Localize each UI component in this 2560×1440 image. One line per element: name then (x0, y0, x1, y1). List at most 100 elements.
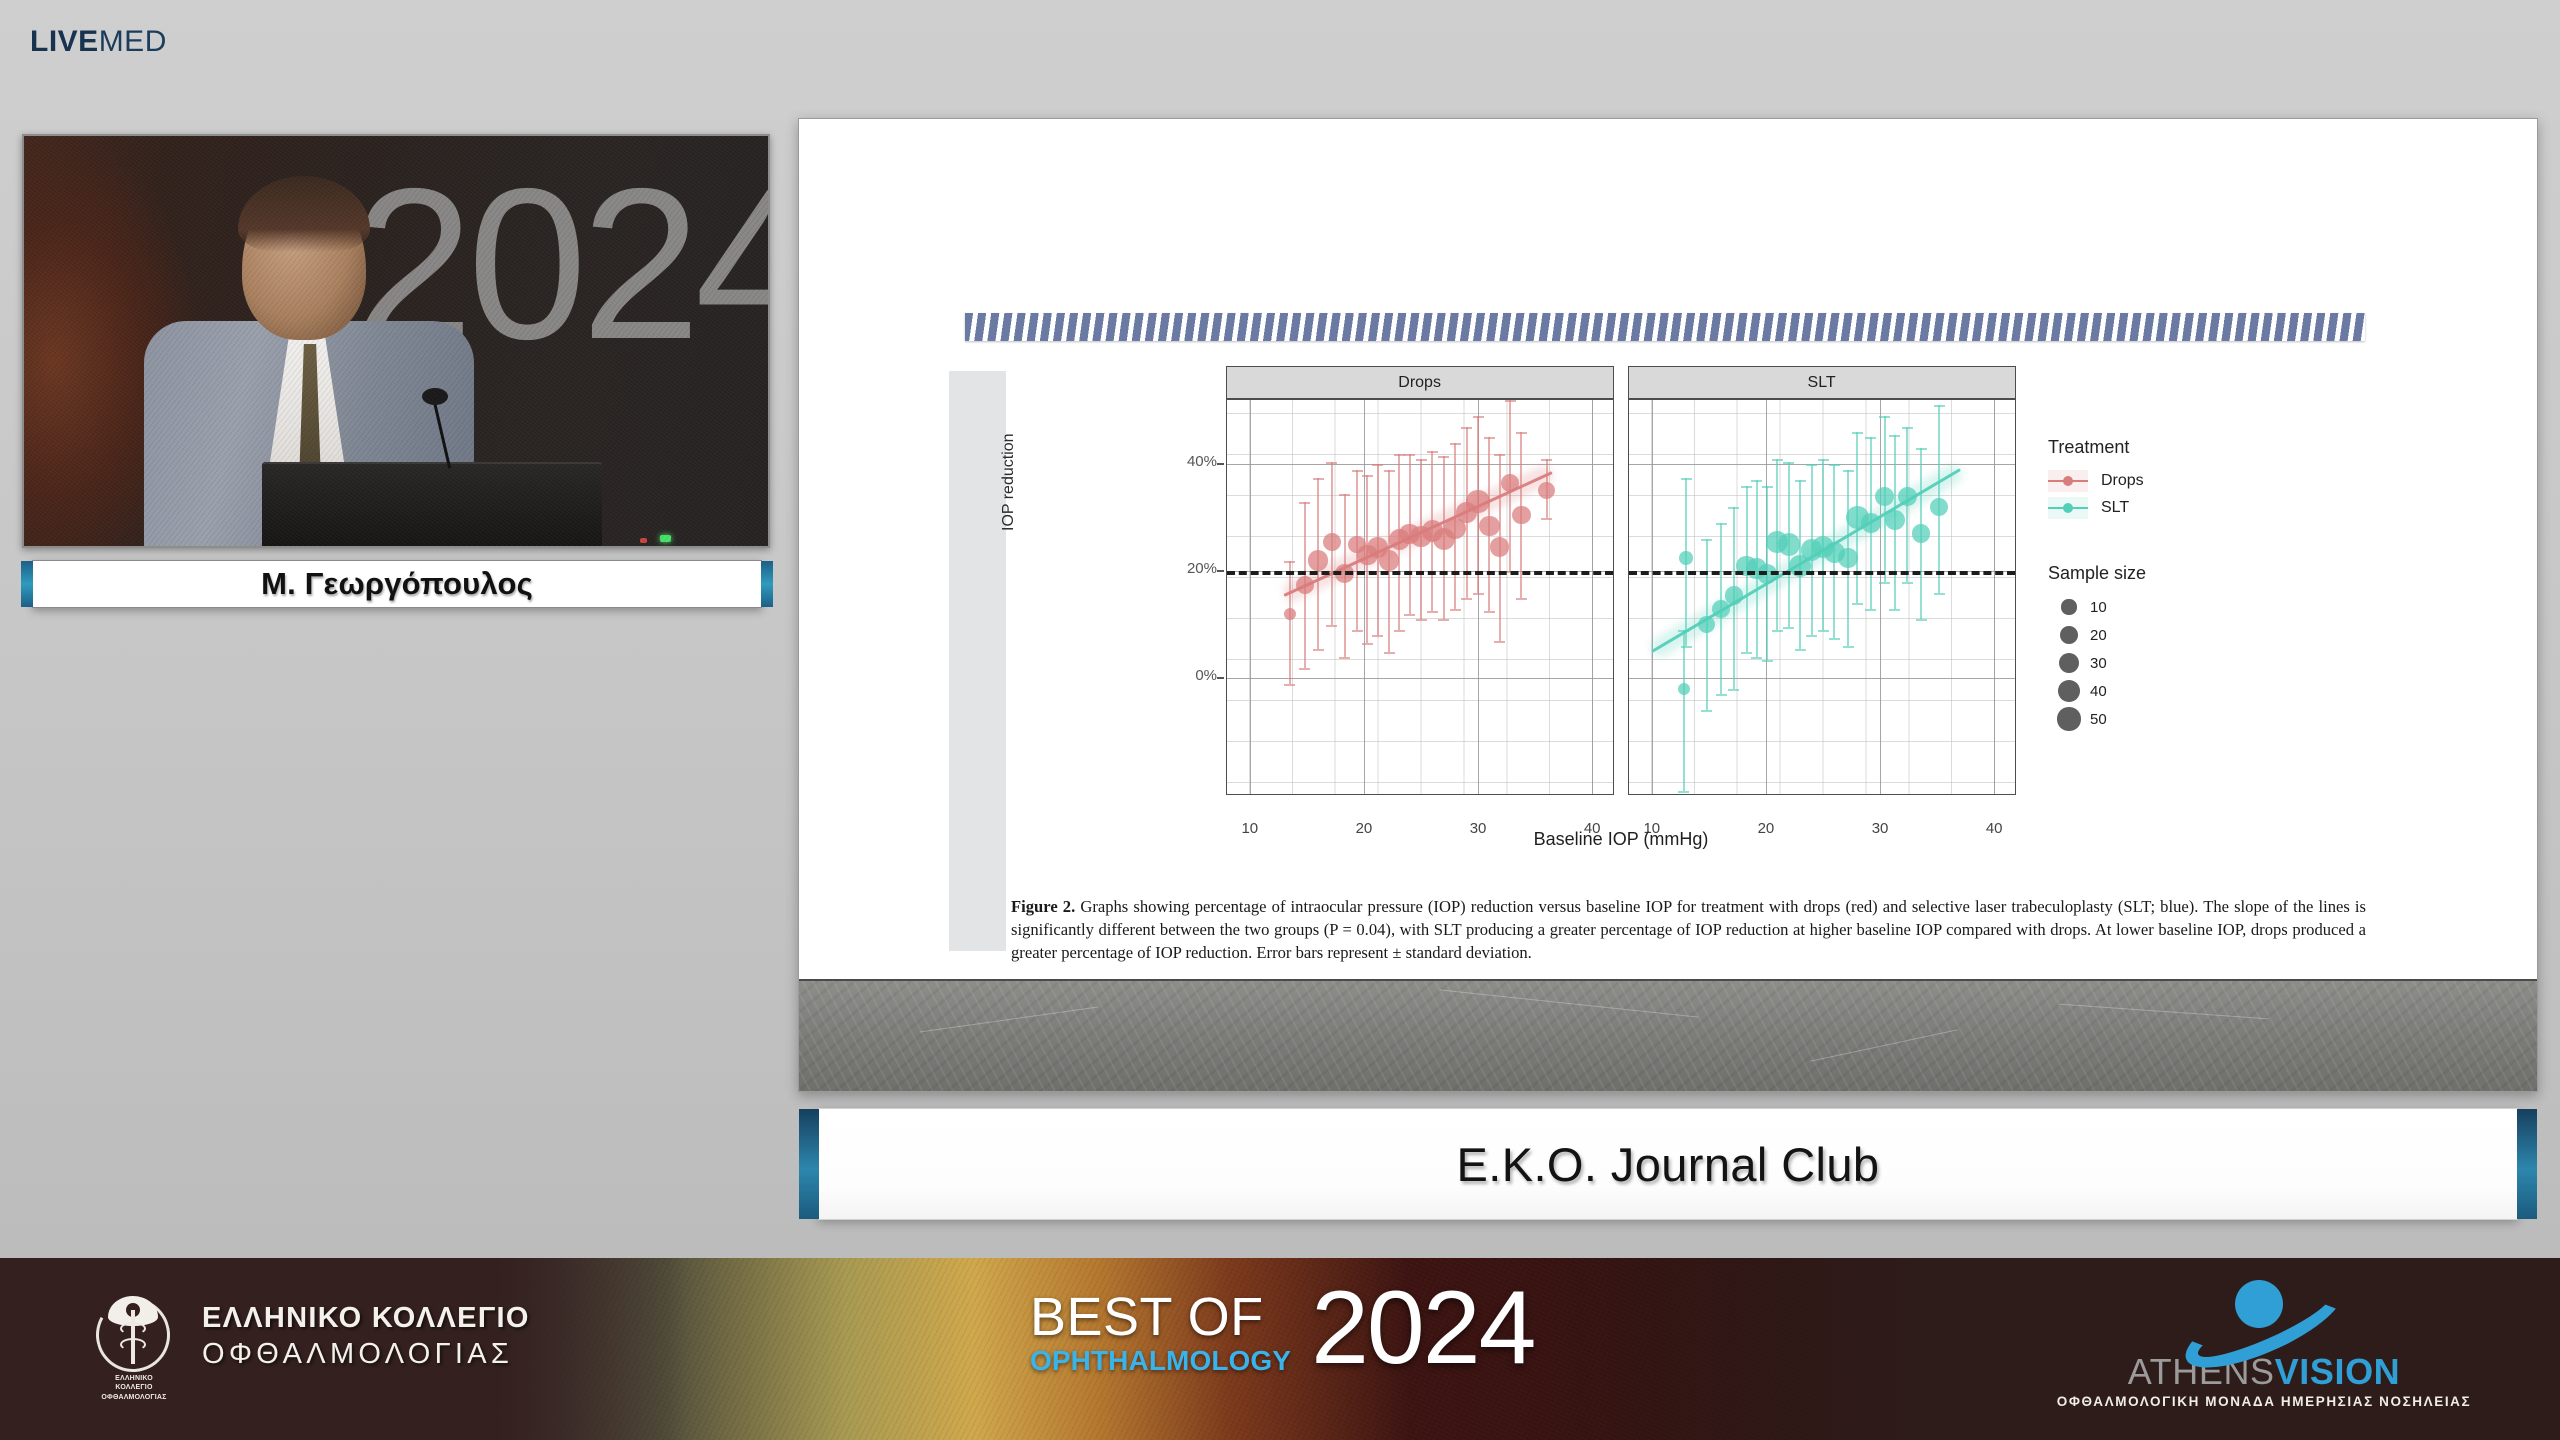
x-tick-label: 20 (1757, 820, 1775, 837)
speaker-nameplate: Μ. Γεωργόπουλος (21, 560, 773, 608)
error-bar-cap (1865, 437, 1877, 440)
x-tick-label: 30 (1469, 820, 1487, 837)
legend-entry-size: 50 (2048, 705, 2278, 733)
iop-reduction-chart: IOP reduction 0% 20% 40% Drops 10 20 30 40 SL… (1000, 366, 2374, 881)
error-bar-cap (1879, 581, 1891, 584)
error-bar-cap (1326, 461, 1338, 464)
footer-vignette-left (0, 1258, 690, 1440)
error-bar-cap (1761, 485, 1773, 488)
error-bar-cap (1438, 619, 1450, 622)
best-of-year: 2024 (1311, 1270, 1536, 1386)
error-bar-cap (1541, 517, 1553, 520)
eko-emblem-line1: ΕΛΛΗΝΙΚΟ ΚΟΛΛΕΓΙΟ (115, 1375, 153, 1392)
session-title: E.K.O. Journal Club (1456, 1137, 1880, 1191)
best-of-text-block: BEST OF OPHTHALMOLOGY (1030, 1286, 1291, 1377)
error-bar-cap (1449, 608, 1461, 611)
data-point (1490, 537, 1510, 557)
error-bar-cap (1715, 523, 1727, 526)
error-bar-cap (1472, 416, 1484, 419)
legend-entry-treatment: SLT (2048, 494, 2278, 521)
x-tick-label: 20 (1355, 820, 1373, 837)
error-bar-cap (1372, 464, 1384, 467)
gridline-vertical (1994, 400, 1996, 794)
y-tick-label: 0% (1195, 667, 1217, 685)
error-bar-cap (1483, 437, 1495, 440)
error-bar-cap (1415, 458, 1427, 461)
broadcast-stage: LIVEMED 2024 Μ. Γεωργόπουλος IOP reducti… (0, 0, 2560, 1258)
x-tick-label: 30 (1871, 820, 1889, 837)
x-axis-label: Baseline IOP (mmHg) (1533, 829, 1709, 849)
gridline-vertical (1880, 400, 1882, 794)
vision-label: VISION (2274, 1351, 2401, 1392)
athens-vision-wordmark: ATHENSVISION (2054, 1354, 2474, 1390)
gridline-vertical (1651, 400, 1653, 794)
error-bar-cap (1828, 638, 1840, 641)
data-point (1538, 482, 1556, 500)
legend-size-label: 50 (2090, 710, 2107, 728)
reference-line (1629, 571, 2015, 576)
figure-caption-text: Graphs showing percentage of intraocular… (1011, 897, 2366, 963)
x-axis-ticks-slt: 10 20 30 40 (1629, 820, 2017, 846)
error-bar-cap (1312, 477, 1324, 480)
caduceus-coil-lower (120, 1338, 146, 1351)
error-bar-cap (1284, 683, 1296, 686)
y-tick-mark (1217, 677, 1224, 679)
data-point (1379, 550, 1400, 571)
error-bar-cap (1472, 592, 1484, 595)
reference-line (1227, 571, 1613, 576)
eko-emblem-icon: ΕΛΛΗΝΙΚΟ ΚΟΛΛΕΓΙΟ ΟΦΘΑΛΜΟΛΟΓΙΑΣ (87, 1288, 179, 1401)
error-bar-cap (1383, 469, 1395, 472)
gridline-vertical (1249, 400, 1251, 794)
error-bar-cap (1361, 643, 1373, 646)
texture-scratch (2059, 1003, 2269, 1020)
error-bar-cap (1483, 611, 1495, 614)
series-layer-slt (1629, 400, 2015, 794)
speaker-name-label: Μ. Γεωργόπουλος (261, 566, 533, 601)
y-tick-mark (1217, 463, 1224, 465)
legend-entry-label: SLT (2101, 498, 2130, 516)
data-point (1295, 575, 1314, 594)
error-bar-cap (1828, 464, 1840, 467)
error-bar-cap (1678, 790, 1690, 793)
gridline-vertical (1592, 400, 1594, 794)
data-point (1712, 599, 1731, 618)
slide-content: IOP reduction 0% 20% 40% Drops 10 20 30 40 SL… (799, 119, 2537, 1091)
data-point (1911, 524, 1931, 544)
data-point (1444, 517, 1467, 540)
title-accent-left (799, 1109, 819, 1219)
speaker-video[interactable]: 2024 (22, 134, 770, 548)
figure-caption-label: Figure 2. (1011, 897, 1076, 916)
data-point (1679, 551, 1693, 565)
nameplate-accent-left (21, 561, 33, 607)
legend-key-icon (2048, 496, 2088, 519)
legend-key-icon (2048, 469, 2088, 492)
eko-logo: ΕΛΛΗΝΙΚΟ ΚΟΛΛΕΓΙΟ ΟΦΘΑΛΜΟΛΟΓΙΑΣ ΕΛΛΗΝΙΚΟ… (87, 1288, 530, 1401)
legend-treatment-entries: Drops SLT (2048, 467, 2278, 521)
data-point (1884, 510, 1905, 531)
error-bar-cap (1299, 501, 1311, 504)
error-bar-cap (1771, 458, 1783, 461)
podium (262, 462, 602, 546)
data-point (1789, 555, 1811, 577)
data-point (1724, 585, 1744, 605)
error-bar-cap (1901, 581, 1913, 584)
facet-panel-slt: SLT 10 20 30 40 (1627, 366, 2016, 837)
nameplate-accent-right (761, 561, 773, 607)
error-bar-cap (1393, 630, 1405, 633)
eko-line-2: ΟΦΘΑΛΜΟΛΟΓΙΑΣ (202, 1337, 514, 1370)
facet-title-drops: Drops (1225, 366, 1614, 399)
error-bar-cap (1741, 485, 1753, 488)
ophthalmology-label: OPHTHALMOLOGY (1030, 1344, 1292, 1376)
error-bar-cap (1728, 507, 1740, 510)
error-bar-cap (1879, 416, 1891, 419)
title-accent-right (2517, 1109, 2537, 1219)
livemed-logo-light: MED (98, 25, 167, 58)
gridline-horizontal (1227, 678, 1613, 680)
best-of-label: BEST OF (1030, 1287, 1264, 1347)
error-bar-cap (1426, 450, 1438, 453)
legend-size-label: 40 (2090, 682, 2107, 700)
presentation-slide[interactable]: IOP reduction 0% 20% 40% Drops 10 20 30 40 SL… (798, 118, 2538, 1092)
legend-entry-size: 30 (2048, 649, 2278, 677)
gridline-vertical (1478, 400, 1480, 794)
error-bar-cap (1794, 648, 1806, 651)
